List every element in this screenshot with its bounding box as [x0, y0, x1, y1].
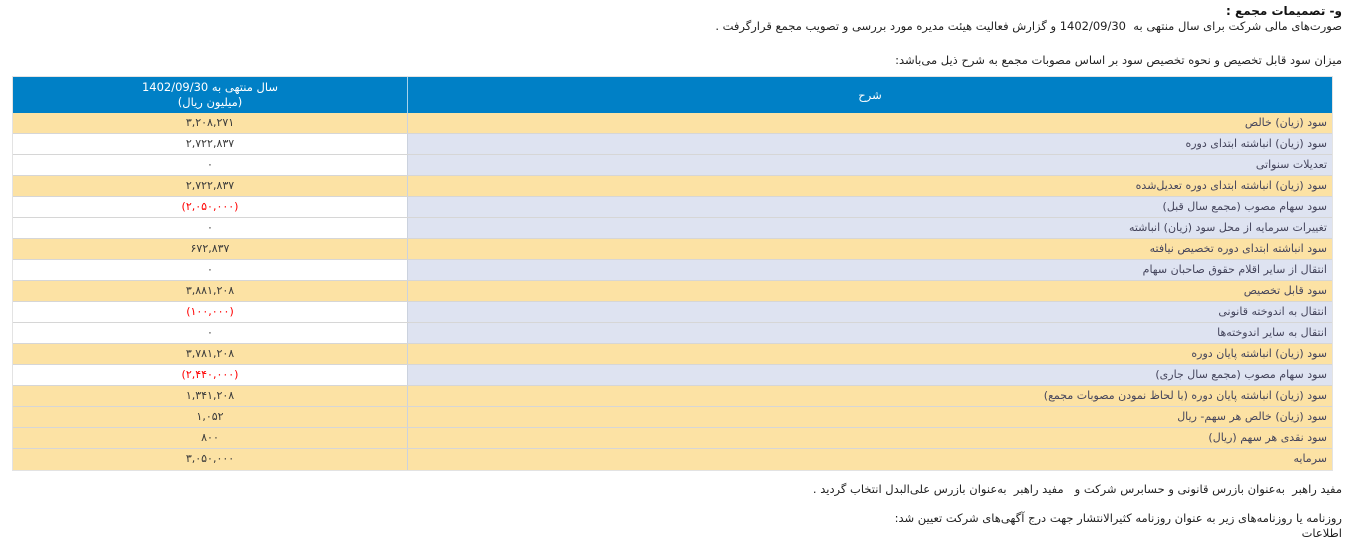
- financial-statements-paragraph: صورت‌های مالی شرکت برای سال منتهی به 140…: [715, 19, 1342, 33]
- row-label: سود (زیان) خالص هر سهم- ریال: [407, 407, 1332, 427]
- profit-allocation-intro: میزان سود قابل تخصیص و نحوه تخصیص سود بر…: [895, 53, 1342, 67]
- row-label: سرمایه: [407, 449, 1332, 470]
- row-label: سود (زیان) انباشته ابتدای دوره: [407, 134, 1332, 154]
- row-label: سود (زیان) خالص: [407, 113, 1332, 133]
- table-row: تعدیلات سنواتی ۰: [13, 155, 1332, 176]
- row-value: ۳,۲۰۸,۲۷۱: [13, 113, 407, 133]
- table-row: انتقال به سایر اندوخته‌ها ۰: [13, 323, 1332, 344]
- column-header-period-line2: (میلیون ریال): [177, 95, 243, 109]
- table-row: سود سهام مصوب (مجمع سال جاری) (۲,۴۴۰,۰۰۰…: [13, 365, 1332, 386]
- table-row: سود (زیان) انباشته پایان دوره ۳,۷۸۱,۲۰۸: [13, 344, 1332, 365]
- table-row: سود انباشته ابتدای دوره تخصیص نیافته ۶۷۲…: [13, 239, 1332, 260]
- section-heading: و- تصمیمات مجمع :: [1226, 4, 1342, 18]
- row-value: ۶۷۲,۸۳۷: [13, 239, 407, 259]
- table-row: سود (زیان) انباشته ابتدای دوره تعدیل‌شده…: [13, 176, 1332, 197]
- row-value: ۳,۷۸۱,۲۰۸: [13, 344, 407, 364]
- top-text-block: و- تصمیمات مجمع : صورت‌های مالی شرکت برا…: [8, 4, 1342, 68]
- row-value: ۰: [13, 323, 407, 343]
- column-header-period-line1: سال منتهی به 1402/09/30: [141, 80, 279, 94]
- row-label: سود قابل تخصیص: [407, 281, 1332, 301]
- column-header-period: سال منتهی به 1402/09/30 (میلیون ریال): [13, 77, 407, 113]
- row-label: سود نقدی هر سهم (ریال): [407, 428, 1332, 448]
- row-value-negative: (۲,۴۴۰,۰۰۰): [13, 365, 407, 385]
- table-row: سرمایه ۳,۰۵۰,۰۰۰: [13, 449, 1332, 470]
- row-label: سود سهام مصوب (مجمع سال قبل): [407, 197, 1332, 217]
- row-value: ۱,۰۵۲: [13, 407, 407, 427]
- row-value: ۸۰۰: [13, 428, 407, 448]
- row-value: ۰: [13, 155, 407, 175]
- row-label: سود (زیان) انباشته پایان دوره (با لحاظ ن…: [407, 386, 1332, 406]
- table-row: انتقال به اندوخته قانونی (۱۰۰,۰۰۰): [13, 302, 1332, 323]
- table-row: انتقال از سایر اقلام حقوق صاحبان سهام ۰: [13, 260, 1332, 281]
- table-row: سود نقدی هر سهم (ریال) ۸۰۰: [13, 428, 1332, 449]
- table-row: سود (زیان) انباشته ابتدای دوره ۲,۷۲۲,۸۳۷: [13, 134, 1332, 155]
- row-label: تعدیلات سنواتی: [407, 155, 1332, 175]
- row-label: سود سهام مصوب (مجمع سال جاری): [407, 365, 1332, 385]
- table-row: تغییرات سرمایه از محل سود (زیان) انباشته…: [13, 218, 1332, 239]
- row-label: سود (زیان) انباشته پایان دوره: [407, 344, 1332, 364]
- row-label: سود (زیان) انباشته ابتدای دوره تعدیل‌شده: [407, 176, 1332, 196]
- table-row: سود (زیان) انباشته پایان دوره (با لحاظ ن…: [13, 386, 1332, 407]
- row-label: انتقال از سایر اقلام حقوق صاحبان سهام: [407, 260, 1332, 280]
- row-value: ۳,۰۵۰,۰۰۰: [13, 449, 407, 470]
- table-row: سود سهام مصوب (مجمع سال قبل) (۲,۰۵۰,۰۰۰): [13, 197, 1332, 218]
- auditor-line: مفید راهبر به‌عنوان بازرس قانونی و حسابر…: [812, 482, 1342, 496]
- column-header-description: شرح: [407, 77, 1332, 113]
- table-header-row: شرح سال منتهی به 1402/09/30 (میلیون ریال…: [13, 77, 1332, 113]
- row-value: ۱,۳۴۱,۲۰۸: [13, 386, 407, 406]
- profit-allocation-table: شرح سال منتهی به 1402/09/30 (میلیون ریال…: [12, 76, 1333, 471]
- row-label: سود انباشته ابتدای دوره تخصیص نیافته: [407, 239, 1332, 259]
- table-row: سود (زیان) خالص ۳,۲۰۸,۲۷۱: [13, 113, 1332, 134]
- row-value-negative: (۲,۰۵۰,۰۰۰): [13, 197, 407, 217]
- row-value: ۲,۷۲۲,۸۳۷: [13, 134, 407, 154]
- row-value: ۲,۷۲۲,۸۳۷: [13, 176, 407, 196]
- row-label: تغییرات سرمایه از محل سود (زیان) انباشته: [407, 218, 1332, 238]
- row-value: ۰: [13, 218, 407, 238]
- row-value: ۳,۸۸۱,۲۰۸: [13, 281, 407, 301]
- newspaper-line: روزنامه یا روزنامه‌های زیر به عنوان روزن…: [894, 511, 1342, 525]
- footer-text-block: مفید راهبر به‌عنوان بازرس قانونی و حسابر…: [8, 482, 1342, 541]
- row-value-negative: (۱۰۰,۰۰۰): [13, 302, 407, 322]
- row-value: ۰: [13, 260, 407, 280]
- row-label: انتقال به اندوخته قانونی: [407, 302, 1332, 322]
- row-label: انتقال به سایر اندوخته‌ها: [407, 323, 1332, 343]
- table-row: سود (زیان) خالص هر سهم- ریال ۱,۰۵۲: [13, 407, 1332, 428]
- newspaper-name: اطلاعات: [1301, 526, 1342, 540]
- table-row: سود قابل تخصیص ۳,۸۸۱,۲۰۸: [13, 281, 1332, 302]
